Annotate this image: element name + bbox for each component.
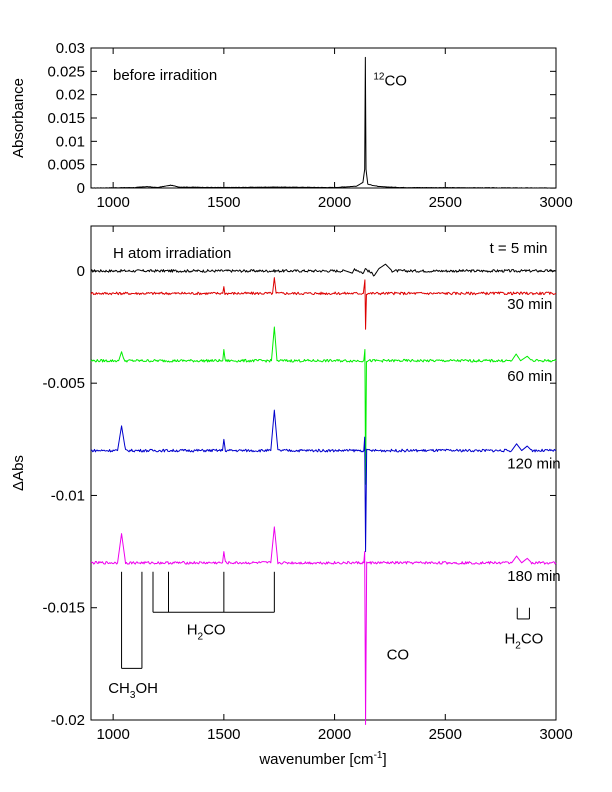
bottom-x-tick-label: 2500 [429, 726, 462, 743]
series-label-0: t = 5 min [490, 240, 548, 257]
series-label-2: 60 min [507, 368, 552, 385]
ch3oh-label-sub: 3 [130, 690, 136, 701]
top-peak-label-sup: 12 [373, 71, 385, 82]
bottom-series-line-3 [90, 409, 557, 553]
bottom-panel-h-atom-irradiation: 1000 1500 2000 2500 3000 0 -0.005 -0.01 -0.015 -… [10, 225, 573, 768]
top-x-tick-label: 3000 [539, 194, 572, 211]
top-series-line-0 [90, 56, 557, 189]
h2co-right-label-pre: H [504, 631, 515, 648]
h2co-mid-label-sub: 2 [198, 632, 204, 643]
top-x-tick-label: 2500 [429, 194, 462, 211]
bottom-plot-frame [90, 225, 557, 721]
h2co-right-label: H2CO [504, 631, 543, 652]
top-panel-before-irradiation: 1000 1500 2000 2500 3000 0 0.005 0.01 0.015 0.02… [10, 40, 573, 211]
ch3oh-label-post: OH [135, 680, 158, 697]
x-label-sup: -1 [374, 750, 383, 761]
bottom-y-tick-label: -0.015 [42, 600, 85, 617]
bottom-y-axis-label: ΔAbs [10, 455, 27, 491]
bottom-y-ticks: 0 -0.005 -0.01 -0.015 -0.02 [42, 263, 556, 729]
top-y-tick-label: 0.03 [56, 40, 85, 57]
bottom-series-group [90, 263, 557, 725]
top-y-tick-label: 0.025 [47, 63, 85, 80]
top-y-tick-label: 0.015 [47, 110, 85, 127]
co-label: CO [387, 646, 410, 663]
bottom-y-tick-label: -0.005 [42, 375, 85, 392]
top-annotation: before irradition [113, 67, 217, 84]
bottom-series-line-0 [90, 263, 557, 277]
bottom-x-tick-label: 2000 [318, 726, 351, 743]
series-label-1: 30 min [507, 296, 552, 313]
bottom-x-tick-label: 1000 [96, 726, 129, 743]
top-series-group [90, 56, 557, 189]
bottom-series-line-2 [90, 326, 557, 485]
top-y-ticks: 0 0.005 0.01 0.015 0.02 0.025 0.03 [47, 40, 556, 197]
bottom-series-labels: t = 5 min 30 min 60 min 120 min 180 min [490, 240, 561, 585]
top-peak-label: 12CO [373, 71, 407, 89]
ch3oh-label: CH3OH [108, 680, 158, 701]
bottom-y-tick-label: -0.02 [51, 712, 85, 729]
top-peak-label-text: CO [384, 72, 407, 89]
h2co-right-label-post: CO [521, 631, 544, 648]
top-y-axis-label: Absorbance [10, 78, 27, 158]
top-x-tick-label: 2000 [318, 194, 351, 211]
top-y-tick-label: 0.02 [56, 87, 85, 104]
top-x-tick-label: 1500 [207, 194, 240, 211]
bottom-series-line-1 [90, 277, 557, 330]
series-label-4: 180 min [507, 568, 560, 585]
top-y-tick-label: 0.005 [47, 157, 85, 174]
h2co-mid-label-post: CO [203, 622, 226, 639]
bottom-x-axis-label: wavenumber [cm-1] [258, 750, 386, 768]
bottom-series-line-4 [90, 526, 557, 725]
top-x-ticks: 1000 1500 2000 2500 3000 [96, 48, 573, 211]
h2co-right-label-sub: 2 [515, 641, 521, 652]
ch3oh-label-pre: CH [108, 680, 130, 697]
x-label-suffix: ] [382, 751, 386, 768]
bottom-y-tick-label: 0 [77, 263, 85, 280]
top-y-tick-label: 0.01 [56, 133, 85, 150]
series-label-3: 120 min [507, 456, 560, 473]
top-y-tick-label: 0 [77, 180, 85, 197]
top-x-tick-label: 1000 [96, 194, 129, 211]
bottom-y-tick-label: -0.01 [51, 487, 85, 504]
bottom-x-tick-label: 1500 [207, 726, 240, 743]
bottom-x-ticks: 1000 1500 2000 2500 3000 [96, 226, 573, 743]
bottom-annotation: H atom irradiation [113, 245, 231, 262]
bottom-x-tick-label: 3000 [539, 726, 572, 743]
x-label-main: wavenumber [cm [258, 751, 373, 768]
h2co-mid-label-pre: H [187, 622, 198, 639]
h2co-mid-label: H2CO [187, 622, 226, 643]
